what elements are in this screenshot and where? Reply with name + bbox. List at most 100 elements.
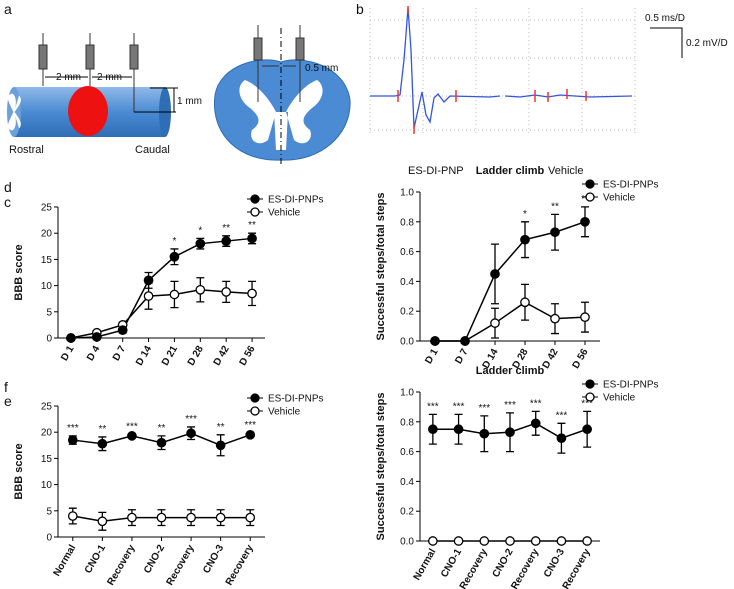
y-tick-label: 0.4	[400, 277, 414, 288]
legend-marker	[250, 406, 260, 416]
marker	[580, 312, 590, 323]
significance: **	[98, 424, 106, 435]
marker	[195, 284, 206, 295]
x-tick-label: CNO-1	[83, 543, 108, 576]
y-tick-label: 10	[41, 480, 53, 491]
significance: ***	[453, 401, 465, 412]
significance: **	[551, 201, 559, 212]
significance: ***	[244, 420, 256, 431]
significance: ***	[427, 401, 439, 412]
y-tick-label: 10	[41, 281, 53, 292]
scale-label: 0.2 mV/D	[686, 38, 728, 49]
marker	[215, 512, 226, 523]
legend-marker	[250, 194, 260, 204]
marker	[479, 536, 490, 546]
marker	[67, 435, 78, 445]
marker	[97, 438, 108, 449]
marker	[156, 437, 167, 448]
marker	[556, 536, 567, 546]
marker	[505, 536, 515, 546]
marker	[460, 336, 470, 346]
y-tick-label: 25	[41, 203, 53, 214]
x-tick-label: Normal	[412, 547, 439, 583]
marker	[91, 332, 102, 342]
panel-letter: c	[4, 194, 11, 210]
y-tick-label: 0	[46, 334, 52, 345]
x-tick-label: CNO-3	[542, 547, 567, 580]
trace-label: Vehicle	[548, 165, 583, 177]
dimension-label: 0.5 mm	[305, 63, 338, 74]
legend-label: ES-DI-PNPs	[268, 394, 324, 405]
marker	[186, 512, 196, 523]
x-tick-label: CNO-3	[201, 543, 226, 576]
lesion	[68, 86, 108, 136]
marker	[127, 431, 137, 441]
significance: ***	[530, 398, 542, 409]
significance: ***	[67, 423, 79, 434]
marker	[520, 297, 530, 308]
x-tick-label: D 21	[160, 344, 180, 368]
legend-label: Vehicle	[268, 407, 301, 418]
stim-markers	[397, 6, 587, 134]
y-tick-label: 0.2	[400, 307, 414, 318]
marker	[67, 511, 78, 521]
marker	[505, 427, 515, 438]
marker	[582, 536, 592, 546]
trace	[370, 7, 501, 129]
significance: *	[198, 225, 202, 236]
panel-letter: b	[356, 1, 364, 17]
x-tick-label: D 7	[111, 344, 129, 363]
marker	[127, 512, 137, 523]
significance: ***	[581, 398, 593, 409]
legend-label: Vehicle	[268, 208, 301, 219]
y-tick-label: 25	[41, 402, 53, 413]
dimension-label: 1 mm	[177, 96, 202, 107]
marker	[143, 275, 154, 286]
grey-matter	[7, 93, 21, 131]
electrodes	[38, 33, 139, 112]
marker	[169, 289, 180, 300]
significance: **	[217, 422, 225, 433]
legend-label: ES-DI-PNPs	[603, 380, 659, 391]
marker	[428, 536, 438, 546]
panel-letter: f	[4, 379, 8, 395]
legend-label: ES-DI-PNPs	[603, 180, 659, 191]
y-tick-label: 0.8	[400, 217, 414, 228]
end-label: Rostral	[9, 144, 44, 156]
y-tick-label: 0.0	[400, 337, 414, 348]
marker	[143, 291, 154, 301]
x-tick-label: D 28	[186, 344, 206, 368]
chart-title: Ladder climb	[476, 165, 545, 177]
y-tick-label: 5	[46, 506, 52, 517]
significance: **	[581, 194, 589, 205]
marker	[530, 418, 541, 429]
marker	[479, 428, 490, 439]
end-label: Caudal	[135, 144, 170, 156]
dimension-label: 2 mm	[56, 72, 81, 83]
y-axis-label: Successful steps/total steps	[375, 393, 387, 541]
panel-a: a 2 mm 2 mm 1 mm Rostral Caudal 0.5 mm	[4, 1, 351, 165]
significance: ***	[126, 421, 138, 432]
marker	[530, 536, 541, 546]
y-tick-label: 20	[41, 229, 53, 240]
marker	[490, 318, 500, 328]
significance: *	[172, 236, 176, 247]
marker	[247, 233, 257, 244]
marker	[195, 238, 206, 249]
marker	[582, 424, 592, 435]
marker	[97, 516, 108, 527]
legend-marker	[250, 393, 260, 403]
legend-label: Vehicle	[603, 393, 636, 404]
significance: **	[248, 220, 256, 231]
trace	[504, 94, 633, 98]
marker	[117, 325, 128, 335]
x-tick-label: Normal	[52, 543, 79, 579]
legend-marker	[585, 179, 595, 189]
significance: **	[158, 423, 166, 434]
significance: ***	[478, 403, 490, 414]
legend-label: ES-DI-PNPs	[268, 195, 324, 206]
panel-letter: d	[4, 179, 12, 195]
marker	[245, 429, 256, 440]
